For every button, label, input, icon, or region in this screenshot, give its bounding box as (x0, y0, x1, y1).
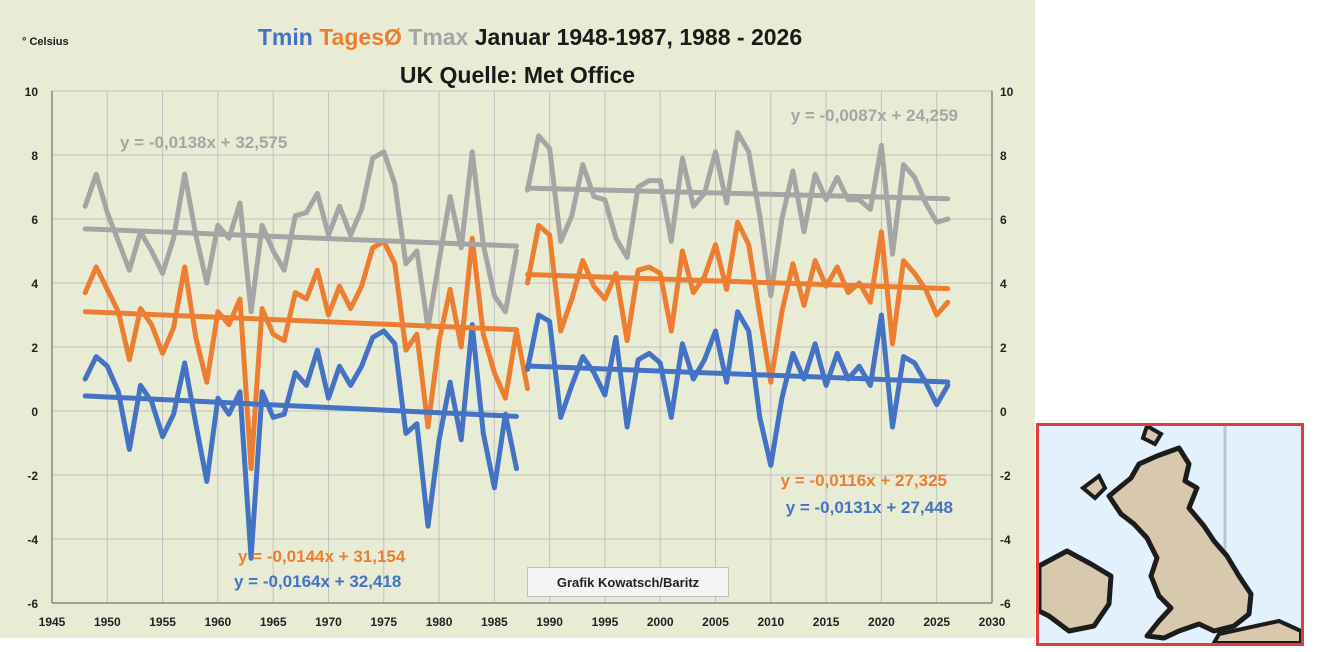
chart-subtitle: UK Quelle: Met Office (399, 62, 636, 88)
trendline-equation-label: y = -0,0144x + 31,154 (238, 547, 406, 566)
x-tick-label: 1960 (205, 615, 232, 629)
x-tick-label: 2000 (647, 615, 674, 629)
title-tmin: Tmin (257, 24, 313, 50)
x-tick-label: 1980 (426, 615, 453, 629)
trendline-equation-label: y = -0,0116x + 27,325 (781, 471, 947, 490)
x-tick-label: 2010 (757, 615, 784, 629)
x-tick-label: 2025 (923, 615, 950, 629)
y-tick-label-right: 8 (1000, 149, 1007, 163)
x-tick-label: 1995 (592, 615, 619, 629)
trendline-equation-label: y = -0,0138x + 32,575 (120, 133, 287, 152)
x-tick-label: 2030 (979, 615, 1006, 629)
x-tick-label: 2020 (868, 615, 895, 629)
x-tick-label: 1965 (260, 615, 287, 629)
y-tick-label-left: -6 (27, 597, 38, 611)
x-tick-label: 2005 (702, 615, 729, 629)
title-tmax: Tmax (408, 24, 469, 50)
y-tick-label-right: -2 (1000, 469, 1011, 483)
y-axis-unit-label: ° Celsius (22, 36, 69, 48)
y-tick-label-left: 4 (31, 277, 38, 291)
series-line-tmin (525, 309, 951, 468)
x-tick-label: 1975 (370, 615, 397, 629)
trendline-equation-label: y = -0,0087x + 24,259 (791, 106, 958, 125)
y-tick-label-left: 10 (25, 85, 39, 99)
uk-map-thumbnail (1036, 423, 1304, 646)
series-line-tages (82, 235, 530, 472)
y-tick-label-right: 10 (1000, 85, 1014, 99)
series-line-tmin (82, 322, 519, 561)
x-tick-label: 1945 (39, 615, 66, 629)
title-period: Januar 1948-1987, 1988 - 2026 (474, 24, 803, 50)
x-tick-label: 1970 (315, 615, 342, 629)
y-tick-label-right: -6 (1000, 597, 1011, 611)
y-tick-label-right: 6 (1000, 213, 1007, 227)
x-tick-label: 2015 (813, 615, 840, 629)
chart-plot: -6 -6 -4 -4 -2 -2 0 0 2 2 4 4 6 6 8 8 10 10 1945 1950 1955 19… (25, 85, 1014, 629)
y-tick-label-left: 8 (31, 149, 38, 163)
trendline (82, 393, 519, 419)
y-tick-label-right: 4 (1000, 277, 1007, 291)
uk-map-image (1039, 426, 1301, 643)
chart-title: Tmin TagesØ Tmax Januar 1948-1987, 1988 … (70, 24, 990, 51)
trendline-equation-label: y = -0,0164x + 32,418 (234, 572, 401, 591)
x-tick-label: 1950 (94, 615, 121, 629)
y-tick-label-right: 2 (1000, 341, 1007, 355)
chart-panel: -6 -6 -4 -4 -2 -2 0 0 2 2 4 4 6 6 8 8 10 10 1945 1950 1955 19… (0, 0, 1035, 638)
y-tick-label-right: -4 (1000, 533, 1011, 547)
y-tick-label-left: 6 (31, 213, 38, 227)
series-line-tmax (82, 149, 519, 331)
x-tick-label: 1990 (536, 615, 563, 629)
trendline-equation-label: y = -0,0131x + 27,448 (786, 498, 953, 517)
title-tmean: TagesØ (319, 24, 402, 50)
y-tick-label-left: 2 (31, 341, 38, 355)
y-tick-label-left: -2 (27, 469, 38, 483)
y-tick-label-right: 0 (1000, 405, 1007, 419)
trendline (82, 309, 519, 333)
y-tick-label-left: 0 (31, 405, 38, 419)
trendline (525, 363, 951, 385)
series-line-tages (525, 219, 951, 385)
y-tick-label-left: -4 (27, 533, 38, 547)
trendline (525, 185, 951, 202)
trendline (82, 226, 519, 249)
x-tick-label: 1955 (149, 615, 176, 629)
trendline (525, 272, 951, 292)
credit-label: Grafik Kowatsch/Baritz (527, 567, 729, 597)
series-line-tmax (525, 130, 951, 299)
x-tick-label: 1985 (481, 615, 508, 629)
